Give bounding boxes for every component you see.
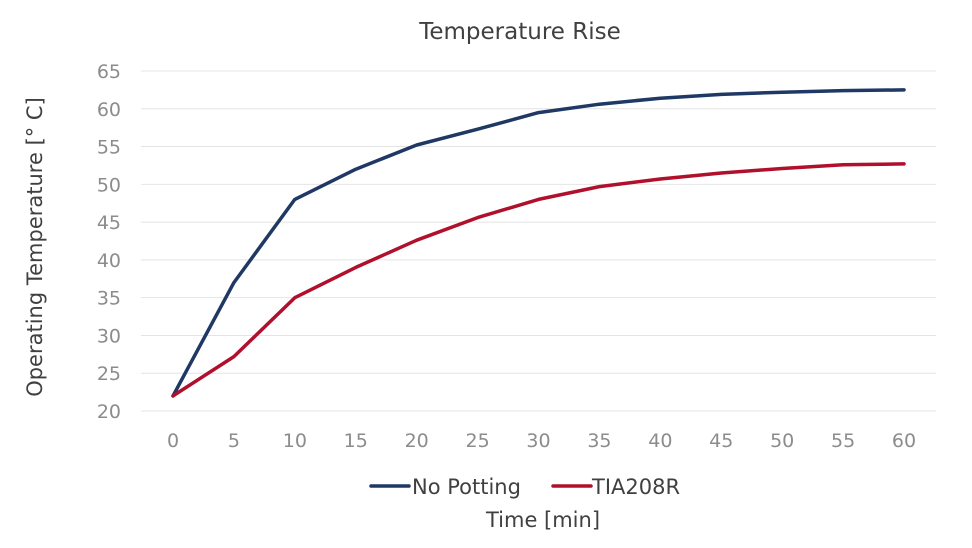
x-tick-label: 50 [770, 430, 794, 452]
x-tick-label: 60 [892, 430, 916, 452]
data-series [171, 88, 906, 398]
x-tick-label: 55 [831, 430, 855, 452]
x-axis-title: Time [min] [485, 508, 600, 532]
y-tick-label: 20 [97, 401, 121, 423]
y-axis-ticks: 20 25 30 35 40 45 50 55 60 65 [97, 61, 121, 423]
x-tick-label: 15 [344, 430, 368, 452]
y-tick-label: 50 [97, 174, 121, 196]
x-tick-label: 45 [709, 430, 733, 452]
x-tick-label: 20 [405, 430, 429, 452]
y-axis-title: Operating Temperature [° C] [23, 97, 47, 397]
legend-label-no-potting: No Potting [412, 475, 521, 499]
x-axis-ticks: 0 5 10 15 20 25 30 35 40 45 50 55 60 [167, 430, 916, 452]
y-tick-label: 60 [97, 99, 121, 121]
x-tick-label: 25 [465, 430, 489, 452]
y-tick-label: 45 [97, 212, 121, 234]
x-tick-label: 10 [283, 430, 307, 452]
gridlines [141, 70, 936, 412]
y-tick-label: 35 [97, 288, 121, 310]
y-tick-label: 40 [97, 250, 121, 272]
series-line-tia208r [171, 162, 906, 398]
chart-title: Temperature Rise [418, 19, 621, 45]
legend: No Potting TIA208R [369, 475, 680, 499]
y-tick-label: 25 [97, 363, 121, 385]
y-tick-label: 30 [97, 325, 121, 347]
x-tick-label: 5 [228, 430, 240, 452]
x-tick-label: 0 [167, 430, 179, 452]
y-tick-label: 65 [97, 61, 121, 83]
series-line-no-potting [171, 88, 906, 398]
y-tick-label: 55 [97, 137, 121, 159]
legend-label-tia208r: TIA208R [591, 475, 680, 499]
x-tick-label: 40 [648, 430, 672, 452]
x-tick-label: 30 [526, 430, 550, 452]
x-tick-label: 35 [587, 430, 611, 452]
